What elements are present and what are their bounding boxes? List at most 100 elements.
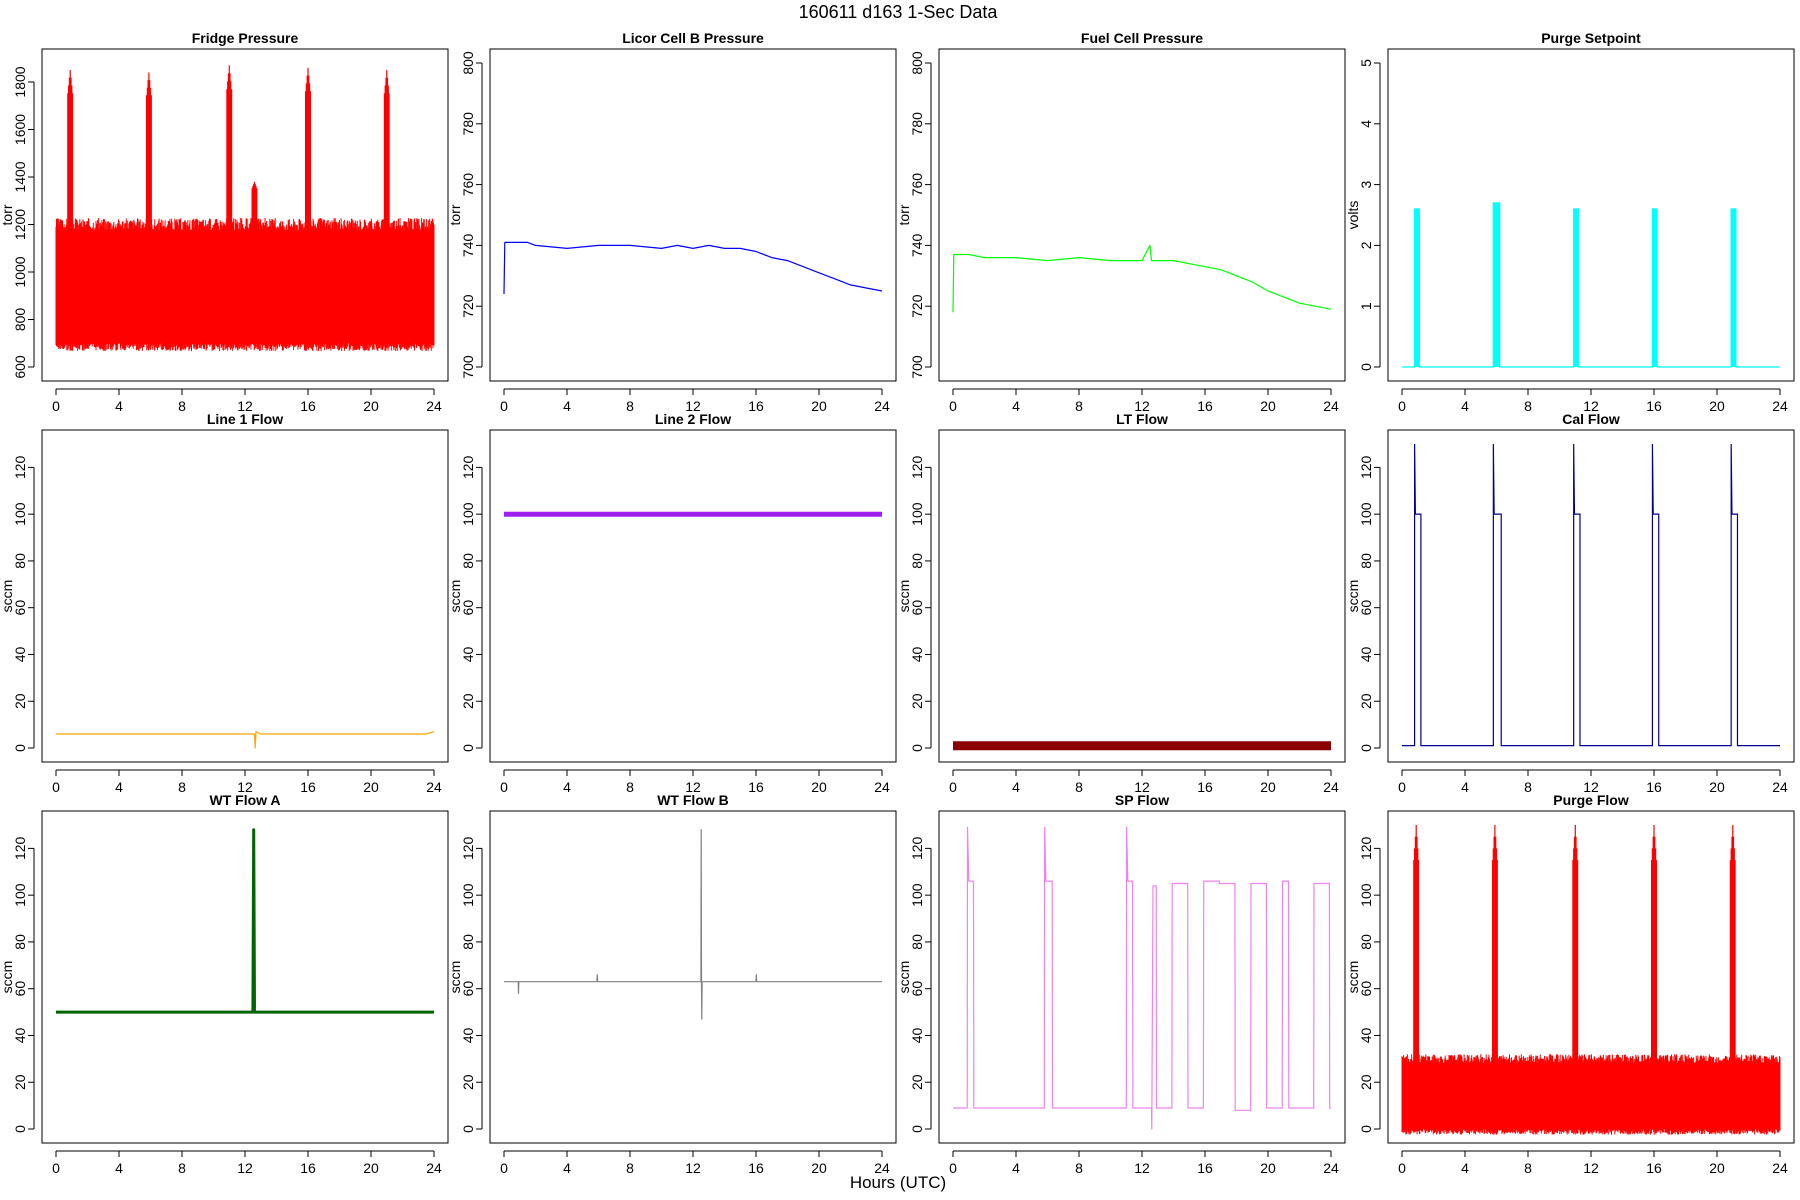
x-tick-label: 0 xyxy=(1398,398,1406,414)
y-axis-label: sccm xyxy=(0,961,15,994)
x-tick-label: 12 xyxy=(685,398,701,414)
series-spike xyxy=(1651,825,1657,1129)
y-tick-label: 780 xyxy=(460,112,476,136)
x-tick-label: 4 xyxy=(1461,398,1469,414)
y-axis: 0 1 2 3 4 5 xyxy=(1358,59,1381,371)
y-tick-label: 20 xyxy=(1358,1074,1374,1090)
panel-title: Fuel Cell Pressure xyxy=(1081,30,1203,46)
y-tick-label: 0 xyxy=(909,1125,925,1133)
y-tick-label: 1200 xyxy=(12,209,28,240)
plot-frame xyxy=(489,810,897,1144)
x-tick-label: 16 xyxy=(1646,779,1662,795)
x-tick-label: 24 xyxy=(1772,398,1788,414)
y-axis: 0 20 40 60 80 100 120 xyxy=(12,455,35,752)
y-tick-label: 100 xyxy=(460,883,476,907)
plot-frame xyxy=(41,48,449,382)
x-tick-label: 4 xyxy=(115,398,123,414)
x-tick-label: 20 xyxy=(363,398,379,414)
y-axis-label: torr xyxy=(0,204,15,225)
series-spike xyxy=(226,65,233,344)
x-tick-label: 20 xyxy=(1260,1160,1276,1176)
series xyxy=(1401,825,1781,1135)
panel-8: Cal Flow sccm 0 4 8 12 16 20 24 0 20 40 60 80 100 120 xyxy=(1345,411,1795,795)
y-tick-label: 720 xyxy=(460,294,476,318)
x-axis: 0 4 8 12 16 20 24 xyxy=(52,769,442,795)
y-tick-label: 740 xyxy=(909,234,925,258)
x-axis: 0 4 8 12 16 20 24 xyxy=(500,769,890,795)
y-tick-label: 1600 xyxy=(12,114,28,145)
panel-title: WT Flow A xyxy=(209,792,280,808)
x-tick-label: 12 xyxy=(1134,1160,1150,1176)
series-line xyxy=(953,826,1331,1130)
x-tick-label: 4 xyxy=(1012,1160,1020,1176)
plot-frame xyxy=(1387,810,1795,1144)
x-tick-label: 0 xyxy=(500,779,508,795)
y-tick-label: 40 xyxy=(12,646,28,662)
y-tick-label: 1 xyxy=(1358,302,1374,310)
x-axis: 0 4 8 12 16 20 24 xyxy=(949,1150,1339,1176)
series xyxy=(503,241,883,295)
y-tick-label: 80 xyxy=(12,934,28,950)
series-spike xyxy=(383,70,390,344)
x-tick-label: 20 xyxy=(1260,398,1276,414)
y-tick-label: 0 xyxy=(460,1125,476,1133)
x-tick-label: 16 xyxy=(300,779,316,795)
plot-frame xyxy=(938,48,1346,382)
series-line xyxy=(56,828,434,1014)
y-tick-label: 120 xyxy=(909,455,925,479)
y-tick-label: 20 xyxy=(12,1074,28,1090)
x-tick-label: 0 xyxy=(949,398,957,414)
x-tick-label: 8 xyxy=(626,779,634,795)
y-axis: 0 20 40 60 80 100 120 xyxy=(1358,836,1381,1133)
y-tick-label: 5 xyxy=(1358,59,1374,67)
x-tick-label: 8 xyxy=(1524,779,1532,795)
x-tick-label: 20 xyxy=(363,779,379,795)
x-tick-label: 24 xyxy=(1772,779,1788,795)
x-tick-label: 12 xyxy=(1134,779,1150,795)
y-tick-label: 20 xyxy=(909,693,925,709)
y-axis: 0 20 40 60 80 100 120 xyxy=(909,836,932,1133)
x-axis: 0 4 8 12 16 20 24 xyxy=(949,388,1339,414)
series-pulse xyxy=(1573,208,1579,367)
y-tick-label: 120 xyxy=(12,836,28,860)
x-axis: 0 4 8 12 16 20 24 xyxy=(500,1150,890,1176)
x-tick-label: 24 xyxy=(874,398,890,414)
y-tick-label: 20 xyxy=(460,1074,476,1090)
y-tick-label: 0 xyxy=(460,744,476,752)
x-tick-label: 24 xyxy=(1323,1160,1339,1176)
x-tick-label: 16 xyxy=(748,398,764,414)
x-axis: 0 4 8 12 16 20 24 xyxy=(500,388,890,414)
y-tick-label: 60 xyxy=(1358,600,1374,616)
panel-10: WT Flow B sccm 0 4 8 12 16 20 24 0 20 40 60 80 100 120 xyxy=(447,792,897,1176)
series-spike xyxy=(1492,825,1498,1129)
x-tick-label: 24 xyxy=(426,1160,442,1176)
y-tick-label: 80 xyxy=(1358,553,1374,569)
x-tick-label: 16 xyxy=(300,398,316,414)
series-spike xyxy=(251,181,258,344)
y-tick-label: 120 xyxy=(909,836,925,860)
panel-12: Purge Flow sccm 0 4 8 12 16 20 24 0 20 40 60 80 100 120 xyxy=(1345,792,1795,1176)
y-tick-label: 80 xyxy=(1358,934,1374,950)
plot-frame xyxy=(41,429,449,763)
x-tick-label: 4 xyxy=(563,398,571,414)
series xyxy=(504,829,882,1020)
x-tick-label: 0 xyxy=(949,1160,957,1176)
x-tick-label: 12 xyxy=(237,398,253,414)
x-tick-label: 16 xyxy=(1646,398,1662,414)
panel-title: SP Flow xyxy=(1115,792,1169,808)
y-axis-label: sccm xyxy=(0,580,15,613)
y-tick-label: 60 xyxy=(909,600,925,616)
y-tick-label: 760 xyxy=(909,173,925,197)
y-axis-label: sccm xyxy=(447,580,463,613)
series-spike xyxy=(1729,825,1736,1129)
y-tick-label: 800 xyxy=(12,308,28,332)
y-axis-label: volts xyxy=(1345,201,1361,230)
x-tick-label: 24 xyxy=(874,1160,890,1176)
series-line xyxy=(1402,202,1780,368)
y-tick-label: 1000 xyxy=(12,256,28,287)
y-tick-label: 600 xyxy=(12,355,28,379)
x-tick-label: 4 xyxy=(563,1160,571,1176)
series xyxy=(55,65,435,352)
x-tick-label: 20 xyxy=(1709,1160,1725,1176)
